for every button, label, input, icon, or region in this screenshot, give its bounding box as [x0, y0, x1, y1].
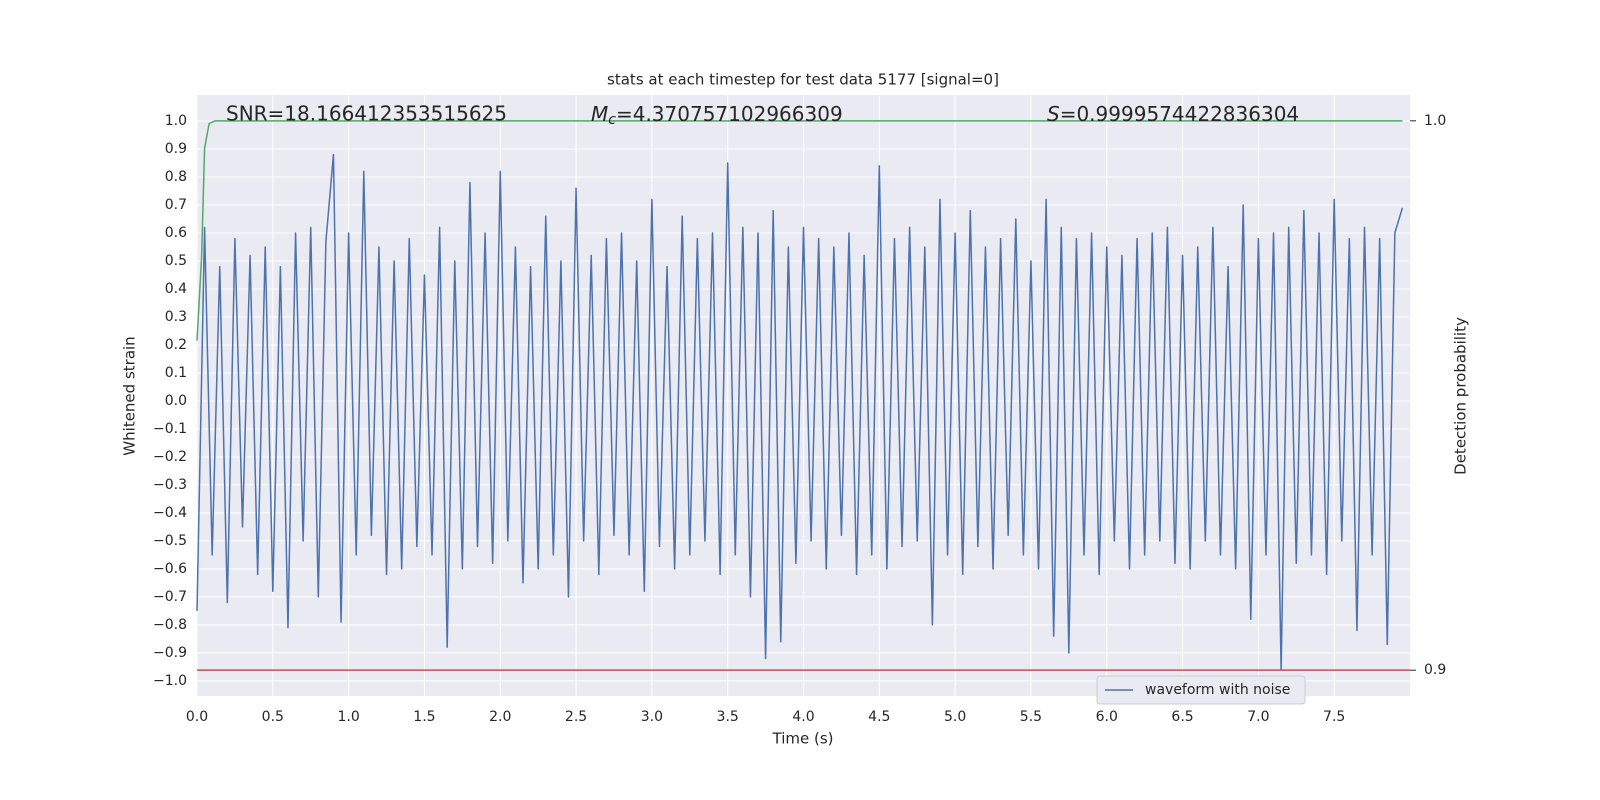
x-tick-label: 5.5 — [1020, 709, 1042, 725]
x-tick-label: 2.5 — [565, 709, 587, 725]
y-tick-label: 0.7 — [165, 197, 187, 213]
x-tick-label: 6.0 — [1096, 709, 1118, 725]
legend: waveform with noise — [1096, 675, 1306, 705]
y-tick-label: −0.9 — [153, 645, 187, 661]
x-tick-label: 6.5 — [1171, 709, 1193, 725]
x-tick-label: 1.0 — [337, 709, 359, 725]
annotation: Mc=4.370757102966309 — [591, 102, 843, 129]
series-line — [196, 153, 1404, 671]
y-tick-label: −0.1 — [153, 421, 187, 437]
annotation-subscript: c — [608, 112, 616, 128]
chart-title: stats at each timestep for test data 517… — [607, 71, 999, 89]
x-tick-label: 7.0 — [1247, 709, 1269, 725]
y-tick-label: 0.6 — [165, 225, 187, 241]
x-tick-label: 3.5 — [717, 709, 739, 725]
annotation-symbol: S — [1047, 102, 1060, 126]
annotation: SNR=18.166412353515625 — [226, 102, 507, 126]
y-tick-label: 0.9 — [165, 141, 187, 157]
y-axis-label: Whitened strain — [121, 336, 139, 455]
x-tick-label: 7.5 — [1323, 709, 1345, 725]
annotation: S=0.9999574422836304 — [1047, 102, 1299, 126]
x-tick-label: 0.5 — [262, 709, 284, 725]
y-tick-label: 0.1 — [165, 365, 187, 381]
y2-axis-label: Detection probability — [1452, 317, 1470, 475]
x-tick-label: 4.5 — [868, 709, 890, 725]
y2-tick-label: 1.0 — [1424, 113, 1446, 129]
y-tick-label: −0.3 — [153, 477, 187, 493]
y-tick-label: −0.4 — [153, 505, 187, 521]
x-tick-label: 4.0 — [792, 709, 814, 725]
x-tick-label: 1.5 — [413, 709, 435, 725]
y-tick-label: −0.8 — [153, 617, 187, 633]
y-tick-label: −0.6 — [153, 561, 187, 577]
y-tick-label: −0.5 — [153, 533, 187, 549]
y-tick-label: 0.5 — [165, 253, 187, 269]
y-tick-label: 0.4 — [165, 281, 187, 297]
y-tick-label: −0.7 — [153, 589, 187, 605]
y-tick-label: 0.0 — [165, 393, 187, 409]
x-tick-label: 5.0 — [944, 709, 966, 725]
annotation-value: =4.370757102966309 — [616, 102, 843, 126]
legend-label: waveform with noise — [1145, 682, 1290, 698]
y-tick-label: 0.8 — [165, 169, 187, 185]
y-tick-label: 1.0 — [165, 113, 187, 129]
y-tick-label: 0.2 — [165, 337, 187, 353]
y-tick-label: −0.2 — [153, 449, 187, 465]
annotation-value: =0.9999574422836304 — [1060, 102, 1299, 126]
x-axis-label: Time (s) — [772, 730, 834, 748]
y2-tick-label: 0.9 — [1424, 662, 1446, 678]
x-tick-label: 2.0 — [489, 709, 511, 725]
annotation-symbol: M — [591, 102, 608, 126]
y-tick-label: −1.0 — [153, 673, 187, 689]
y-tick-label: 0.3 — [165, 309, 187, 325]
x-tick-label: 3.0 — [641, 709, 663, 725]
legend-box — [1096, 675, 1306, 705]
series-line — [196, 120, 1403, 341]
x-tick-label: 0.0 — [186, 709, 208, 725]
marks — [196, 120, 1410, 671]
